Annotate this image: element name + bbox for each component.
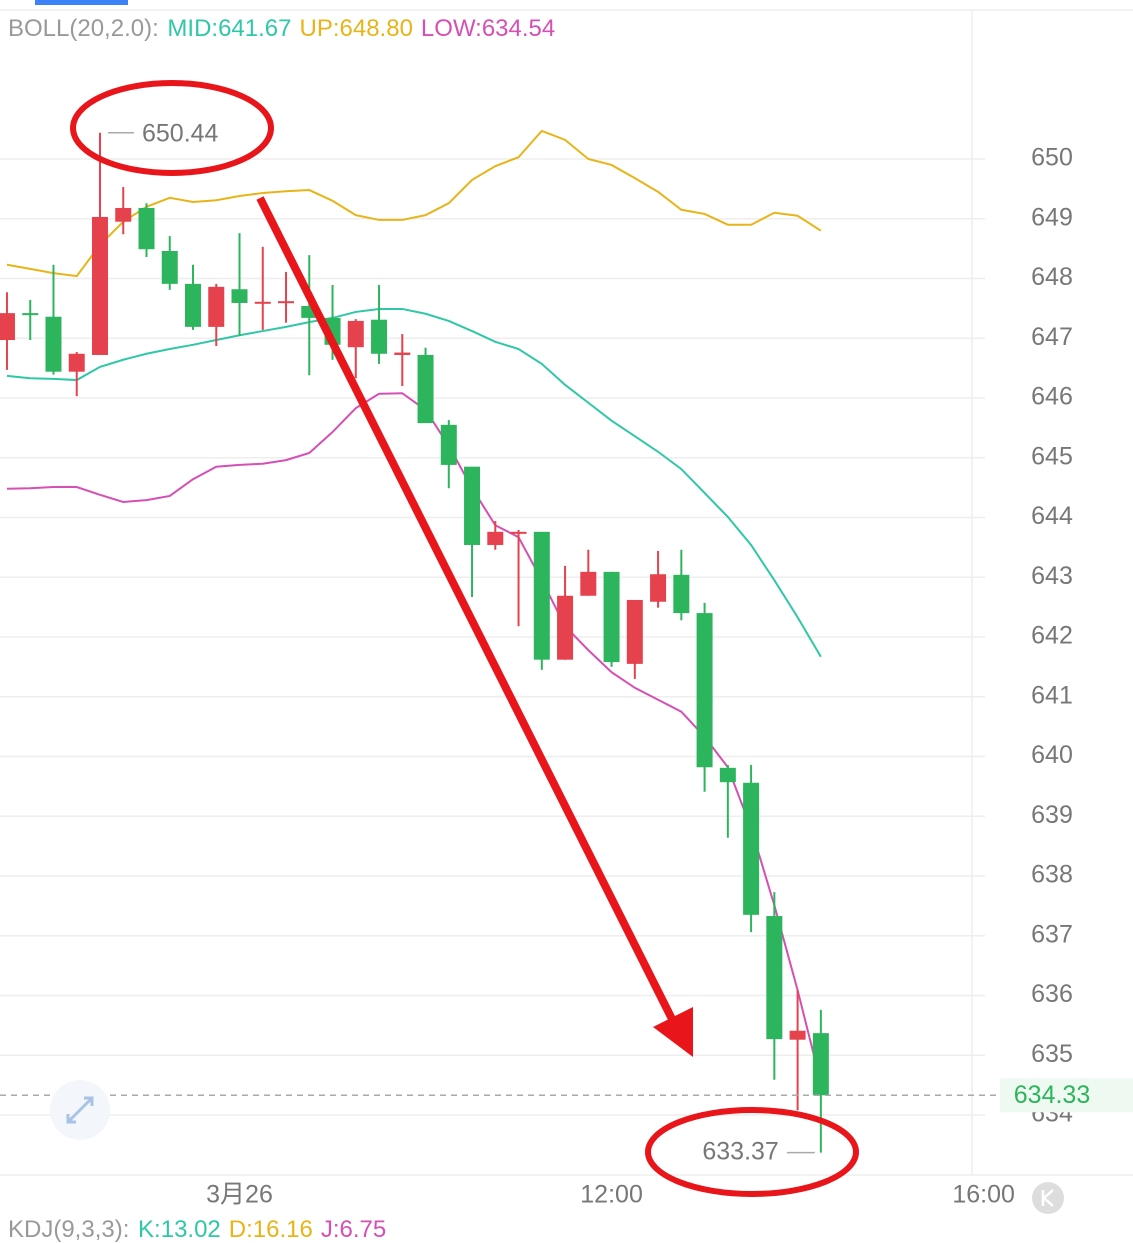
- candle-body: [580, 571, 597, 596]
- x-tick-label: 16:00: [952, 1181, 1015, 1209]
- candle-body: [812, 1033, 829, 1096]
- kdj-header: KDJ(9,3,3): K:13.02 D:16.16 J:6.75: [8, 1216, 386, 1243]
- kdj-entry: D:16.16: [229, 1216, 313, 1243]
- candle-body: [394, 352, 411, 355]
- candle-body: [603, 571, 620, 663]
- candle-body: [371, 319, 388, 354]
- y-tick-label: 646: [1031, 383, 1073, 411]
- y-tick-label: 648: [1031, 263, 1073, 291]
- y-tick-label: 650: [1031, 144, 1073, 172]
- candle-body: [138, 207, 155, 250]
- kdj-name: KDJ(9,3,3):: [8, 1216, 129, 1243]
- low-label: 633.37: [702, 1137, 778, 1165]
- y-tick-label: 640: [1031, 741, 1073, 769]
- legend-entry: MID:641.67: [167, 15, 291, 42]
- y-tick-label: 641: [1031, 681, 1073, 709]
- candle-body: [626, 599, 643, 664]
- candle-body: [161, 250, 178, 284]
- y-tick-label: 649: [1031, 203, 1073, 231]
- low-circle: [645, 1107, 859, 1197]
- candle-body: [557, 595, 574, 660]
- candle-body: [347, 320, 364, 348]
- candle-body: [464, 466, 481, 545]
- candle-body: [440, 424, 457, 465]
- candle-body: [301, 305, 318, 318]
- legend-entry: UP:648.80: [300, 15, 413, 42]
- candle-body: [673, 574, 690, 614]
- y-tick-label: 637: [1031, 920, 1073, 948]
- y-tick-label: 638: [1031, 861, 1073, 889]
- top-tab: [35, 0, 128, 5]
- y-tick-label: 643: [1031, 562, 1073, 590]
- y-tick-label: 644: [1031, 502, 1073, 530]
- candle-body: [719, 767, 736, 783]
- kdj-entry: J:6.75: [321, 1216, 386, 1243]
- bollinger-bands: [6, 129, 822, 1083]
- candle-body: [278, 301, 295, 304]
- high-circle: [70, 80, 274, 176]
- candle-body: [743, 782, 760, 915]
- arrow-head: [653, 1007, 693, 1057]
- candle-body: [254, 301, 271, 304]
- candle-body: [0, 313, 15, 341]
- trend-arrow: [256, 196, 680, 1029]
- y-tick-label: 636: [1031, 980, 1073, 1008]
- candle-body: [22, 313, 39, 316]
- candle-body: [45, 316, 62, 372]
- candle-body: [766, 916, 783, 1040]
- indicator-name: BOLL(20,2.0):: [8, 15, 159, 42]
- y-tick-label: 647: [1031, 323, 1073, 351]
- candle-body: [68, 353, 85, 372]
- candle-body: [650, 574, 667, 602]
- k-button[interactable]: [1032, 1182, 1064, 1214]
- candle-body: [510, 531, 527, 534]
- band-line: [6, 129, 822, 278]
- y-tick-label: 642: [1031, 622, 1073, 650]
- labels: 6346356366376386396406416426436446456466…: [0, 119, 1133, 1209]
- y-tick-label: 645: [1031, 442, 1073, 470]
- candle-body: [789, 1030, 806, 1040]
- indicator-header: BOLL(20,2.0): MID:641.67 UP:648.80 LOW:634…: [8, 15, 555, 42]
- kdj-entry: K:13.02: [138, 1216, 221, 1243]
- candle-body: [115, 207, 132, 222]
- candle-body: [185, 283, 202, 327]
- x-tick-label: 12:00: [580, 1181, 643, 1209]
- band-line: [6, 392, 822, 1083]
- candle-body: [487, 531, 504, 545]
- band-line: [6, 307, 822, 658]
- grid: [0, 158, 985, 1116]
- price-label: 634.33: [1014, 1081, 1090, 1109]
- expand-icon[interactable]: [50, 1080, 110, 1140]
- candle-body: [417, 354, 434, 424]
- candle-body: [208, 286, 225, 327]
- x-tick-label: 3月26: [206, 1181, 273, 1209]
- candle-body: [696, 613, 713, 768]
- candle-body: [91, 216, 108, 355]
- candle-body: [231, 289, 248, 303]
- y-tick-label: 635: [1031, 1040, 1073, 1068]
- high-label: 650.44: [142, 119, 219, 147]
- legend-entry: LOW:634.54: [421, 15, 555, 42]
- candles: [0, 132, 829, 1153]
- y-tick-label: 639: [1031, 801, 1073, 829]
- price-box: [1000, 1078, 1133, 1113]
- candle-body: [533, 531, 550, 660]
